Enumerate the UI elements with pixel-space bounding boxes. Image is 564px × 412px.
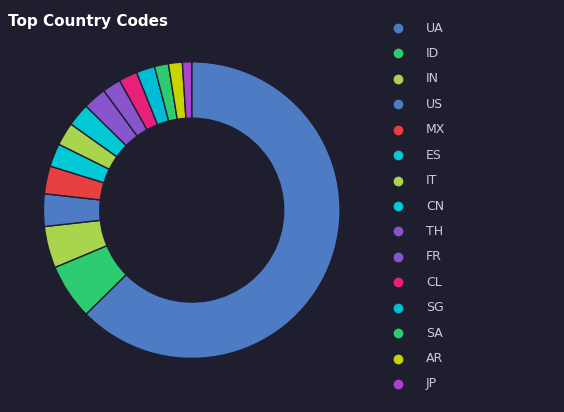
Text: CL: CL bbox=[426, 276, 442, 289]
Text: ES: ES bbox=[426, 149, 442, 162]
Text: ID: ID bbox=[426, 47, 439, 60]
Text: Top Country Codes: Top Country Codes bbox=[8, 14, 169, 29]
Wedge shape bbox=[104, 80, 147, 136]
Text: CN: CN bbox=[426, 199, 444, 213]
Wedge shape bbox=[182, 62, 192, 118]
Text: IT: IT bbox=[426, 174, 437, 187]
Wedge shape bbox=[155, 64, 177, 121]
Text: JP: JP bbox=[426, 377, 437, 391]
Text: AR: AR bbox=[426, 352, 443, 365]
Wedge shape bbox=[71, 106, 126, 157]
Text: FR: FR bbox=[426, 250, 442, 263]
Wedge shape bbox=[120, 73, 157, 130]
Wedge shape bbox=[45, 220, 107, 267]
Wedge shape bbox=[45, 166, 104, 200]
Text: MX: MX bbox=[426, 123, 446, 136]
Text: IN: IN bbox=[426, 73, 439, 85]
Wedge shape bbox=[86, 91, 137, 145]
Text: UA: UA bbox=[426, 21, 443, 35]
Text: SA: SA bbox=[426, 327, 443, 339]
Wedge shape bbox=[136, 67, 169, 125]
Wedge shape bbox=[43, 194, 100, 227]
Text: US: US bbox=[426, 98, 443, 111]
Wedge shape bbox=[50, 144, 109, 183]
Text: SG: SG bbox=[426, 301, 444, 314]
Wedge shape bbox=[55, 246, 126, 314]
Wedge shape bbox=[86, 62, 340, 358]
Wedge shape bbox=[168, 62, 186, 119]
Text: TH: TH bbox=[426, 225, 443, 238]
Wedge shape bbox=[59, 124, 117, 169]
